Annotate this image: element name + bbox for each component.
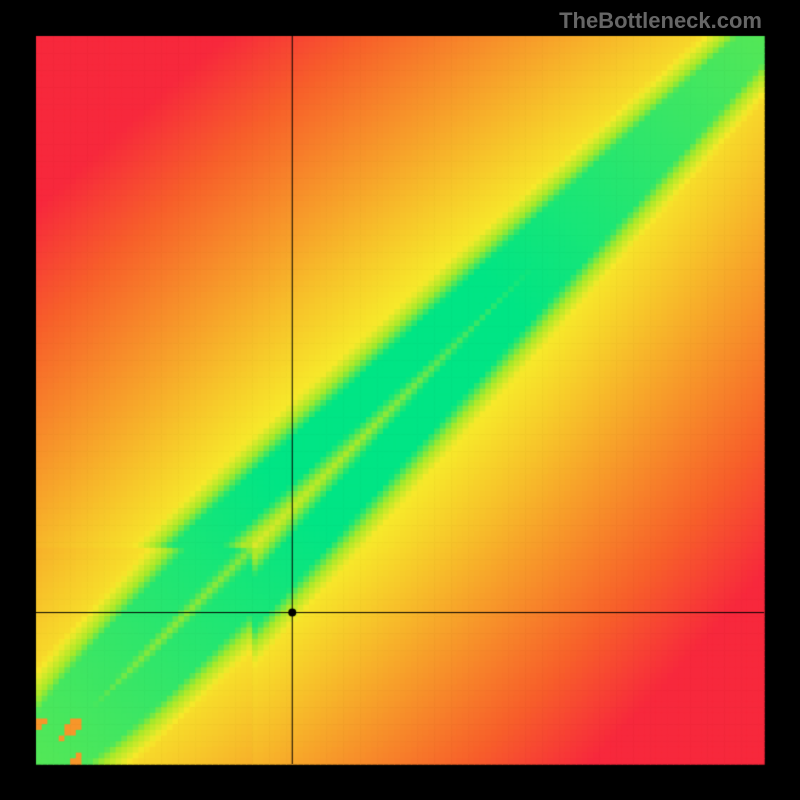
bottleneck-heatmap [0, 0, 800, 800]
chart-container: TheBottleneck.com [0, 0, 800, 800]
site-watermark: TheBottleneck.com [559, 8, 762, 34]
